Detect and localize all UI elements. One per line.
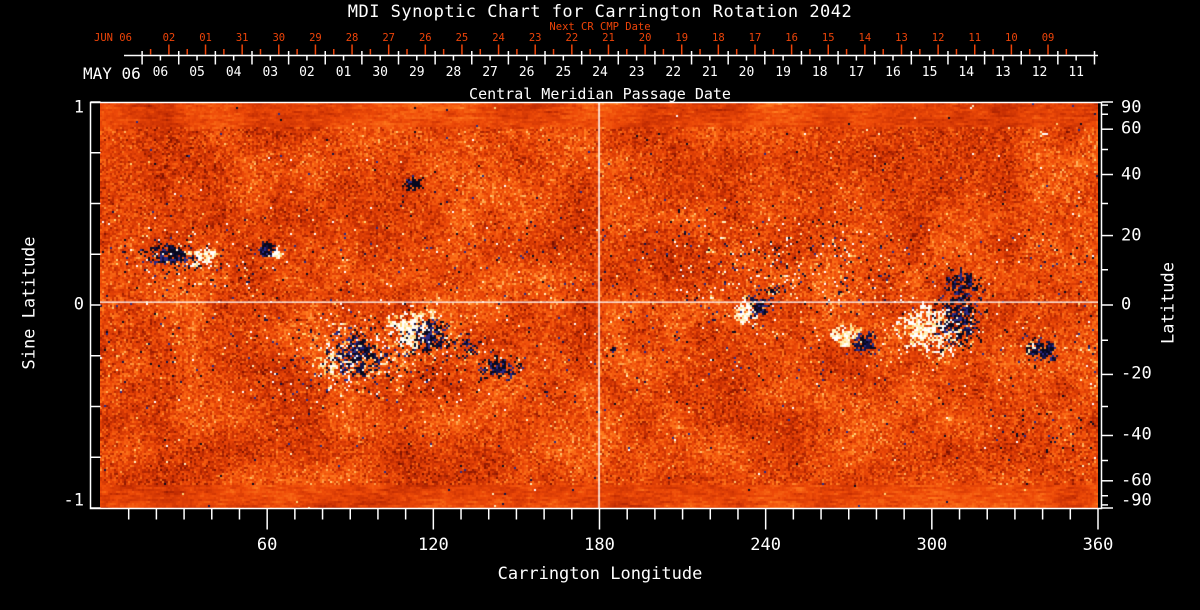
cmp-date-label: 01 [335,65,352,80]
next-cr-date-label: 01 [199,32,212,44]
next-cr-date-label: 20 [638,32,652,44]
latitude-tick-label: 40 [1121,164,1142,184]
longitude-tick-label: 300 [916,535,948,555]
next-cr-month-label: JUN 06 [94,32,132,44]
cmp-date-label: 24 [592,65,608,80]
cmp-date-label: 29 [408,65,425,80]
next-cr-date-label: 30 [272,32,286,44]
cmp-date-label: 23 [628,65,645,80]
y-axis-right-title: Latitude [1158,262,1179,344]
cmp-date-label: 17 [848,65,865,80]
cmp-date-label: 22 [665,65,682,80]
next-cr-date-label: 13 [895,32,908,44]
latitude-tick-label: -20 [1121,363,1152,384]
cmp-date-label: 13 [995,65,1011,80]
next-cr-axis-title: Next CR CMP Date [549,21,651,33]
next-cr-date-label: 29 [309,32,322,44]
chart-title: MDI Synoptic Chart for Carrington Rotati… [347,2,853,22]
next-cr-date-label: 22 [565,32,579,44]
cmp-date-label: 12 [1031,65,1048,80]
next-cr-date-label: 12 [931,32,945,44]
sine-latitude-tick-label: -1 [63,490,84,511]
cmp-date-label: 28 [445,65,462,80]
cmp-date-label: 27 [482,65,498,80]
cmp-date-label: 16 [885,65,901,80]
next-cr-date-label: 15 [821,32,835,44]
longitude-tick-label: 120 [417,535,449,555]
latitude-tick-label: -40 [1121,424,1152,445]
y-axis-left-title: Sine Latitude [19,236,40,370]
next-cr-date-label: 25 [455,32,469,44]
cmp-date-label: 11 [1068,65,1084,80]
next-cr-date-label: 19 [675,32,689,44]
cmp-date-label: 04 [225,65,242,80]
cmp-date-label: 26 [518,65,535,80]
next-cr-date-label: 31 [235,32,249,44]
cmp-date-label: 02 [299,65,315,80]
cmp-date-label: 30 [372,65,388,80]
next-cr-date-label: 27 [382,32,395,44]
latitude-tick-label: 90 [1121,97,1142,118]
next-cr-date-label: 17 [748,32,762,44]
next-cr-date-label: 11 [968,32,982,44]
longitude-tick-label: 180 [584,535,615,555]
cmp-axis-title: Central Meridian Passage Date [469,85,731,103]
next-cr-date-label: 28 [345,32,359,44]
cmp-date-label: 15 [921,65,938,80]
cmp-date-label: 06 [152,65,169,80]
longitude-tick-label: 360 [1082,535,1114,555]
next-cr-date-label: 02 [162,32,176,44]
sine-latitude-tick-label: 0 [73,294,84,315]
latitude-tick-label: 60 [1121,118,1142,139]
plot-frame [89,101,1103,510]
sine-latitude-tick-label: 1 [73,97,84,118]
next-cr-date-label: 21 [602,32,615,44]
latitude-tick-label: -60 [1121,470,1152,491]
latitude-tick-label: 20 [1121,225,1142,246]
next-cr-date-label: 26 [418,32,432,44]
latitude-tick-label: 0 [1121,294,1132,315]
cmp-date-label: 25 [555,65,572,80]
longitude-tick-label: 60 [256,535,278,555]
cmp-date-label: 20 [738,65,755,80]
next-cr-date-label: 23 [528,32,542,44]
cmp-date-label: 14 [958,65,975,80]
cmp-date-label: 05 [189,65,205,80]
next-cr-date-label: 09 [1041,32,1055,44]
cmp-date-label: 19 [775,65,791,80]
next-cr-date-label: 16 [785,32,798,44]
longitude-tick-label: 240 [750,535,782,555]
next-cr-date-label: 18 [712,32,725,44]
next-cr-date-label: 14 [858,32,872,44]
x-axis-title: Carrington Longitude [497,564,703,584]
cmp-date-label: 21 [702,65,718,80]
cmp-month-label: MAY 06 [83,64,141,83]
next-cr-date-label: 10 [1005,32,1018,44]
cmp-date-label: 18 [811,65,828,80]
cmp-date-label: 03 [262,65,279,80]
latitude-tick-label: -90 [1121,490,1152,511]
next-cr-date-label: 24 [492,32,505,44]
magnetogram-image [100,103,1098,509]
